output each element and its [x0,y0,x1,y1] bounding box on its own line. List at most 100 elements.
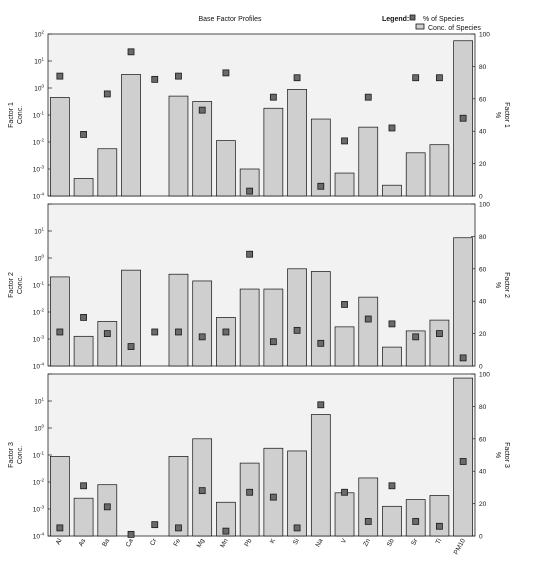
percent-marker-PM10 [459,458,467,465]
percent-marker-As [80,131,87,138]
conc-bar-As [73,497,94,537]
conc-bar-Si [287,268,307,367]
legend: Legend: % of Species Conc. of Species [382,14,481,32]
left-axis-label: Factor 2 Conc. [8,272,24,298]
conc-bar-Mg [192,280,213,367]
plot-area [47,203,476,367]
right-tick-label: 40 [479,469,487,476]
right-tick-label: 100 [479,32,490,39]
right-axis-label: Factor 1% [494,102,510,128]
right-axis-label: Factor 3% [494,442,510,468]
factor-panel-1: 10-4 10-3 10-2 10-1 100 101 102 0 20 40 60 80 100 Fac… [8,30,510,201]
left-tick-label: 100 [34,84,44,93]
percent-marker-As [80,482,87,490]
percent-marker-Sb [388,124,396,132]
right-tick-label: 20 [479,331,487,338]
conc-bar-Mg [192,101,213,197]
percent-marker-Sr [412,74,420,82]
right-tick-label: 0 [479,534,483,541]
percent-marker-Sb [388,320,396,328]
percent-marker-Cr [151,521,159,529]
percent-marker-Ti [436,522,443,530]
conc-bar-Mn [216,140,236,197]
percent-marker-K [269,338,277,346]
conc-bar-Al [50,276,70,367]
conc-bar-Ba [97,321,118,367]
category-label-Sr: Sr [410,537,420,547]
percent-marker-Ba [103,503,111,511]
conc-bar-As [73,335,94,367]
conc-bar-V [334,172,355,197]
percent-marker-V [341,488,348,496]
left-tick-label: 10-1 [33,281,45,290]
percent-marker-Sb [388,482,396,490]
right-tick-label: 80 [479,404,487,411]
conc-bar-Na [310,118,331,197]
left-tick-label: 10-3 [33,505,45,514]
category-label-Mn: Mn [219,537,230,549]
conc-bar-Ca [121,74,141,197]
percent-marker-Ba [103,330,111,338]
percent-marker-Ba [103,90,111,98]
category-label-Si: Si [292,538,301,546]
percent-marker-Mg [198,106,206,114]
percent-marker-Sr [412,333,420,341]
conc-bar-Zn [358,477,379,537]
percent-marker-V [341,301,348,308]
right-tick-label: 80 [479,234,487,241]
conc-bar-Al [50,97,70,197]
plot-area [47,33,476,197]
category-label-Pb: Pb [243,537,253,548]
percent-marker-Ca [127,530,135,538]
conc-bar-Pb [239,168,260,197]
percent-marker-Mn [222,527,230,535]
category-label-V: V [340,537,349,545]
category-label-Ba: Ba [101,537,111,548]
conc-bar-Si [287,450,307,537]
left-tick-label: 10-3 [33,165,45,174]
percent-marker-Pb [246,187,254,195]
conc-bar-K [263,107,284,197]
conc-bar-V [334,326,355,367]
category-label-PM10: PM10 [453,537,467,556]
conc-bar-Mn [216,317,236,367]
percent-marker-Zn [364,93,372,101]
left-tick-label: 10-4 [33,532,45,541]
conc-bar-Sr [405,330,426,367]
conc-bar-Sb [382,184,402,197]
percent-marker-Mn [222,328,230,336]
percent-marker-Mn [222,69,230,77]
left-tick-label: 10-2 [33,478,45,487]
percent-marker-PM10 [459,114,467,122]
conc-bar-Na [310,414,331,537]
conc-bar-K [263,447,284,537]
legend-item-percent: % of Species [423,16,464,23]
conc-bar-Ba [97,484,118,537]
percent-marker-Al [56,328,64,336]
category-label-Cr: Cr [149,537,159,547]
percent-marker-Si [293,326,301,334]
left-tick-label: 10-4 [33,192,45,201]
percent-marker-Fe [175,524,182,532]
panels: 10-4 10-3 10-2 10-1 100 101 102 0 20 40 60 80 100 Fac… [8,30,510,556]
conc-bar-PM10 [453,237,473,367]
conc-bar-As [73,178,94,197]
left-tick-label: 10-4 [33,362,45,371]
category-label-Mg: Mg [196,537,207,549]
right-tick-label: 20 [479,161,487,168]
percent-marker-Si [293,524,301,532]
left-tick-label: 101 [34,397,44,406]
percent-marker-Pb [246,488,254,496]
conc-bar-PM10 [453,377,473,537]
category-label-Zn: Zn [362,537,372,547]
legend-marker-swatch [409,14,416,21]
legend-label: Legend: [382,16,409,23]
left-tick-label: 101 [34,227,44,236]
conc-bar-Na [310,271,331,367]
left-tick-label: 10-1 [33,111,45,120]
plot-area [47,373,476,537]
left-tick-label: 100 [34,254,44,263]
percent-marker-Al [56,524,64,532]
conc-bar-Mn [216,501,236,537]
